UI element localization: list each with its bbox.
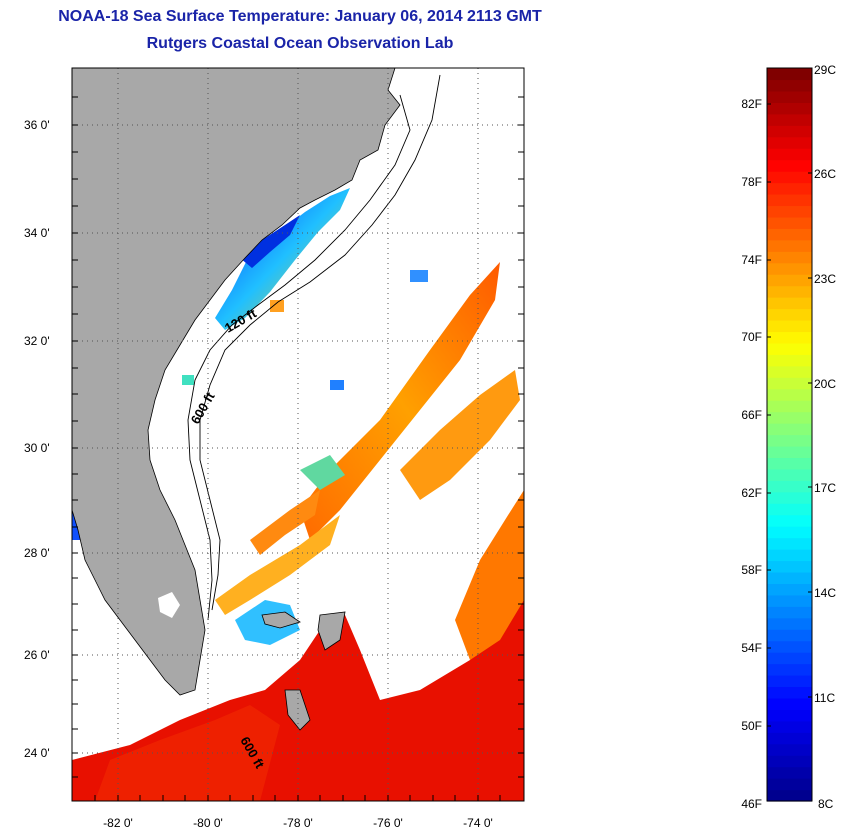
sst-warm-east	[455, 490, 524, 660]
sst-speck	[410, 270, 428, 282]
sst-band-4	[250, 490, 320, 555]
land-island	[284, 689, 311, 731]
lon-tick-label: -82 0'	[103, 816, 133, 830]
lon-axis-labels: -82 0' -80 0' -78 0' -76 0' -74 0'	[103, 816, 493, 830]
lon-tick-label: -78 0'	[283, 816, 313, 830]
map-title: NOAA-18 Sea Surface Temperature: January…	[58, 8, 542, 25]
lat-tick-label: 30 0'	[24, 441, 50, 455]
graticule	[72, 68, 524, 801]
lon-tick-label: -74 0'	[463, 816, 493, 830]
lat-tick-label: 28 0'	[24, 546, 50, 560]
lat-tick-label: 36 0'	[24, 118, 50, 132]
land-mass	[72, 68, 401, 696]
lat-tick-label: 34 0'	[24, 226, 50, 240]
lat-tick-label: 24 0'	[24, 746, 50, 760]
lat-tick-label: 26 0'	[24, 648, 50, 662]
lon-tick-label: -76 0'	[373, 816, 403, 830]
isobath-contours	[187, 74, 441, 621]
sst-speck	[182, 375, 194, 385]
sst-nearshore-blue	[240, 215, 300, 268]
sst-speck	[270, 300, 284, 312]
land-island	[317, 611, 346, 651]
lake-okeechobee	[158, 592, 180, 618]
lat-axis-labels: 36 0' 34 0' 32 0' 30 0' 28 0' 26 0' 24 0…	[24, 118, 50, 760]
axis-ticks	[72, 96, 524, 801]
lat-tick-label: 32 0'	[24, 334, 50, 348]
sst-coastal-band	[215, 188, 350, 330]
sst-band-1	[300, 262, 500, 540]
map-subtitle: Rutgers Coastal Ocean Observation Lab	[146, 35, 454, 52]
lon-tick-label: -80 0'	[193, 816, 223, 830]
sst-speck	[330, 380, 344, 390]
sst-band-2	[400, 370, 520, 500]
sst-cool-patch-2	[300, 455, 345, 490]
sst-band-3	[215, 515, 340, 615]
land-island	[261, 611, 301, 629]
